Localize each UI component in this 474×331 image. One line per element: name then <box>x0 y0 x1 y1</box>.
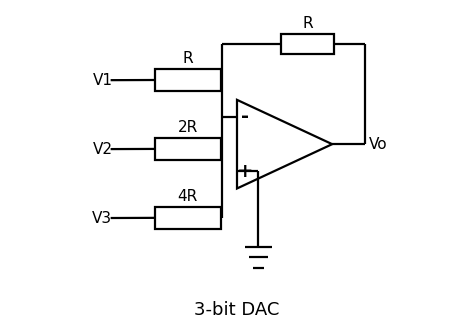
Text: 2R: 2R <box>178 120 198 135</box>
Text: R: R <box>302 16 313 31</box>
Text: Vo: Vo <box>369 137 388 152</box>
Bar <box>155 69 220 91</box>
Text: 4R: 4R <box>178 189 198 204</box>
Text: 3-bit DAC: 3-bit DAC <box>194 301 280 319</box>
Text: V2: V2 <box>92 142 112 157</box>
Text: V1: V1 <box>92 73 112 88</box>
Text: V3: V3 <box>92 211 112 225</box>
Bar <box>281 34 334 54</box>
Bar <box>155 138 220 160</box>
Text: +: + <box>237 162 254 181</box>
Text: -: - <box>241 108 249 126</box>
Text: R: R <box>182 51 193 66</box>
Bar <box>155 207 220 228</box>
